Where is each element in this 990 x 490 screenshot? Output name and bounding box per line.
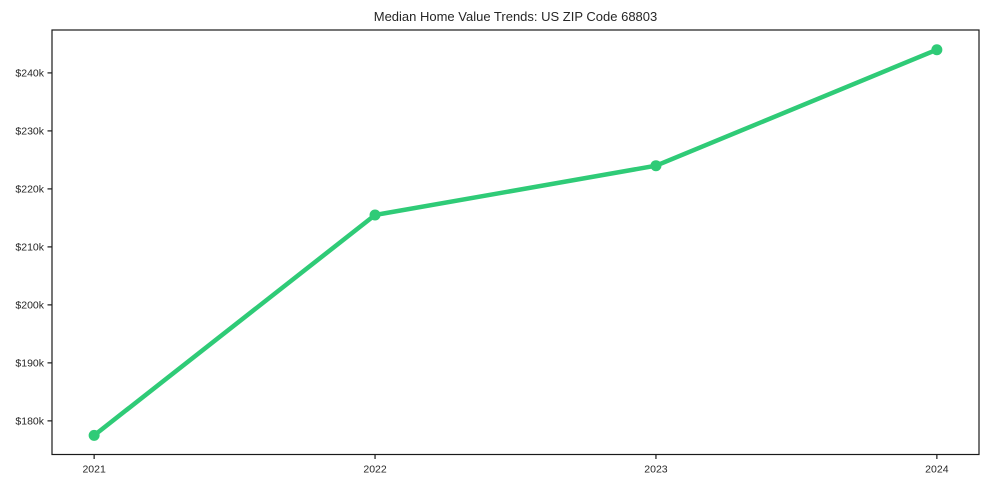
x-tick-label: 2022 [363,464,387,476]
data-point-2022 [369,209,381,221]
y-tick-label: $210k [15,241,44,253]
trend-line [91,47,940,438]
x-tick-label: 2024 [925,464,949,476]
y-tick-label: $240k [15,67,44,79]
data-point-2021 [88,429,100,441]
x-axis: 2021 2022 2023 2024 [82,454,949,476]
series-layer [88,44,943,441]
y-tick-label: $200k [15,299,44,311]
y-tick-label: $180k [15,415,44,427]
chart-title: Median Home Value Trends: US ZIP Code 68… [374,9,658,24]
data-point-2023 [650,160,662,172]
y-tick-label: $220k [15,183,44,195]
y-tick-label: $190k [15,357,44,369]
y-tick-label: $230k [15,125,44,137]
y-axis: $180k $190k $200k $210k $220k $230k $240k [15,67,52,427]
plot-area-border [51,29,980,456]
x-tick-label: 2021 [82,464,106,476]
data-point-2024 [931,44,943,56]
x-tick-label: 2023 [644,464,668,476]
